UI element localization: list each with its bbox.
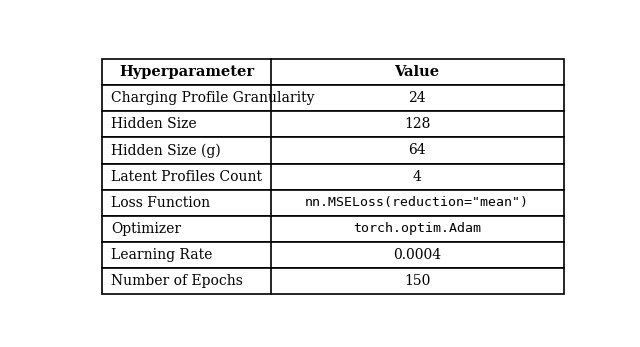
Bar	[102, 216, 564, 242]
Bar	[102, 189, 564, 216]
Bar	[102, 163, 564, 189]
Bar	[102, 111, 564, 137]
Text: 24: 24	[408, 91, 426, 105]
Text: 64: 64	[408, 143, 426, 158]
Text: Hidden Size: Hidden Size	[111, 117, 197, 131]
Bar	[102, 85, 564, 111]
Text: Number of Epochs: Number of Epochs	[111, 274, 243, 288]
Text: 150: 150	[404, 274, 430, 288]
Text: Loss Function: Loss Function	[111, 196, 211, 210]
Text: Latent Profiles Count: Latent Profiles Count	[111, 170, 262, 184]
Text: Learning Rate: Learning Rate	[111, 248, 212, 262]
Text: 0.0004: 0.0004	[393, 248, 441, 262]
Bar	[102, 59, 564, 85]
Text: Hidden Size (g): Hidden Size (g)	[111, 143, 221, 158]
Text: nn.MSELoss(reduction="mean"): nn.MSELoss(reduction="mean")	[305, 196, 529, 209]
Bar	[102, 268, 564, 294]
Text: Value: Value	[395, 65, 440, 79]
Bar	[102, 242, 564, 268]
Text: 128: 128	[404, 117, 430, 131]
Text: Charging Profile Granularity: Charging Profile Granularity	[111, 91, 315, 105]
Text: Hyperparameter: Hyperparameter	[119, 65, 254, 79]
Text: Optimizer: Optimizer	[111, 222, 181, 236]
Text: torch.optim.Adam: torch.optim.Adam	[353, 222, 481, 235]
Text: 4: 4	[413, 170, 422, 184]
Bar	[102, 137, 564, 163]
